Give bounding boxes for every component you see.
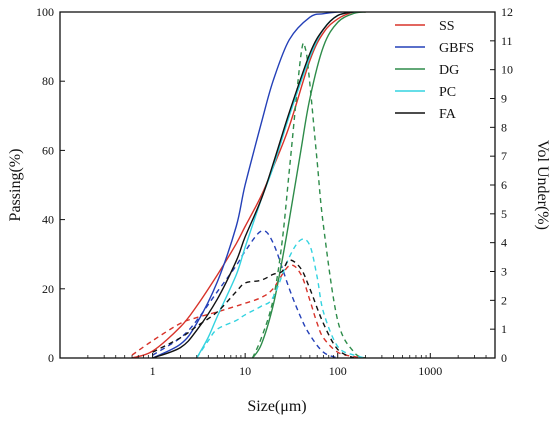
y2-tick-label: 10 (501, 63, 513, 77)
y-tick-label: 20 (42, 282, 54, 296)
series-line-ss-vol-under (131, 264, 366, 358)
y2-tick-label: 7 (501, 149, 507, 163)
legend: SS GBFS DG PC FA (395, 19, 474, 122)
y2-tick-label: 8 (501, 120, 507, 134)
x-axis-title: Size(μm) (247, 398, 306, 415)
y-tick-label: 0 (48, 351, 54, 365)
y2-tick-label: 0 (501, 351, 507, 365)
x-tick-label: 100 (329, 364, 347, 378)
y2-tick-label: 12 (501, 5, 513, 19)
y2-tick-label: 5 (501, 207, 507, 221)
series-line-pc-vol-under (196, 238, 366, 358)
x-tick-label: 1 (150, 364, 156, 378)
series-line-gbfs-vol-under (152, 230, 338, 358)
y2-tick-label: 11 (501, 34, 513, 48)
y2-tick-label: 2 (501, 293, 507, 307)
y-tick-label: 100 (36, 5, 54, 19)
series-line-pc-passing (196, 12, 355, 358)
legend-label-dg: DG (439, 63, 459, 78)
y2-tick-label: 4 (501, 236, 507, 250)
series-line-gbfs-passing (152, 12, 354, 358)
y2-tick-label: 6 (501, 178, 507, 192)
legend-label-fa: FA (439, 107, 457, 122)
y-tick-label: 40 (42, 213, 54, 227)
series-layer (131, 12, 366, 358)
y2-axis-title: Vol Under(%) (534, 140, 550, 230)
y2-tick-label: 1 (501, 322, 507, 336)
legend-label-gbfs: GBFS (439, 41, 474, 56)
series-line-dg-passing (251, 12, 366, 358)
series-line-fa-vol-under (152, 259, 355, 358)
y-tick-label: 60 (42, 143, 54, 157)
y-axis-title: Passing(%) (7, 149, 24, 222)
x-tick-label: 1000 (418, 364, 442, 378)
series-line-fa-passing (152, 12, 355, 358)
y-tick-label: 80 (42, 74, 54, 88)
series-line-ss-passing (131, 12, 366, 358)
legend-label-ss: SS (439, 19, 455, 34)
y2-tick-label: 3 (501, 265, 507, 279)
y2-tick-label: 9 (501, 92, 507, 106)
legend-label-pc: PC (439, 85, 456, 100)
x-tick-label: 10 (239, 364, 251, 378)
series-line-dg-vol-under (251, 42, 366, 358)
plot-frame (59, 11, 496, 359)
